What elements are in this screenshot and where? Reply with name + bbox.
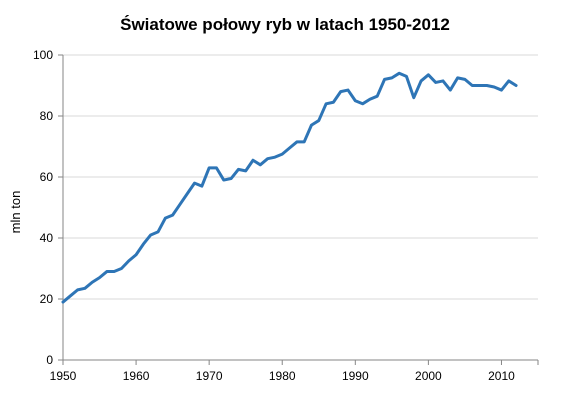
data-point — [485, 84, 488, 87]
data-point — [463, 78, 466, 81]
data-point — [135, 253, 138, 256]
data-point — [83, 287, 86, 290]
data-point — [332, 101, 335, 104]
data-point — [303, 140, 306, 143]
data-point — [193, 182, 196, 185]
x-tick-label: 2000 — [415, 369, 442, 383]
x-tick-label: 1970 — [196, 369, 223, 383]
data-point — [405, 75, 408, 78]
tick-labels: 0 20 40 60 80 100 1950 1960 1970 1980 1990 2000 2010 — [33, 48, 515, 383]
data-point — [339, 90, 342, 93]
data-point — [127, 259, 130, 262]
data-point — [273, 156, 276, 159]
data-point — [105, 270, 108, 273]
data-point — [171, 214, 174, 217]
data-point — [317, 119, 320, 122]
data-point — [500, 89, 503, 92]
data-point — [157, 230, 160, 233]
data-point — [412, 96, 415, 99]
x-tick-label: 2010 — [488, 369, 515, 383]
data-point — [449, 89, 452, 92]
data-point — [91, 281, 94, 284]
y-axis-label: mln ton — [8, 191, 23, 234]
data-point — [252, 159, 255, 162]
data-point — [98, 276, 101, 279]
data-point — [208, 166, 211, 169]
data-point — [427, 73, 430, 76]
axes — [58, 54, 539, 365]
data-point — [478, 84, 481, 87]
data-point — [361, 102, 364, 105]
data-point — [62, 301, 65, 304]
data-point — [281, 153, 284, 156]
data-point — [244, 169, 247, 172]
data-point — [390, 76, 393, 79]
y-tick-label: 40 — [40, 231, 54, 245]
data-point — [142, 243, 145, 246]
data-point — [186, 192, 189, 195]
data-point — [76, 288, 79, 291]
x-tick-label: 1980 — [269, 369, 296, 383]
data-point — [230, 177, 233, 180]
data-point — [120, 267, 123, 270]
series-line — [61, 71, 518, 304]
x-tick-label: 1990 — [342, 369, 369, 383]
data-point — [456, 76, 459, 79]
data-point — [215, 166, 218, 169]
data-point — [178, 203, 181, 206]
data-point — [310, 124, 313, 127]
data-point — [259, 163, 262, 166]
data-point — [471, 84, 474, 87]
y-tick-label: 20 — [40, 292, 54, 306]
data-point — [420, 79, 423, 82]
data-point — [434, 81, 437, 84]
data-point — [347, 89, 350, 92]
y-tick-label: 60 — [40, 170, 54, 184]
data-point — [113, 270, 116, 273]
data-point — [69, 294, 72, 297]
data-point — [398, 72, 401, 75]
data-point — [376, 95, 379, 98]
data-point — [493, 86, 496, 89]
data-point — [266, 157, 269, 160]
x-tick-label: 1950 — [50, 369, 77, 383]
data-point — [368, 98, 371, 101]
data-point — [200, 185, 203, 188]
data-point — [507, 79, 510, 82]
series-layer — [61, 71, 518, 304]
y-tick-label: 100 — [33, 48, 53, 62]
gridlines — [63, 54, 538, 300]
data-point — [515, 84, 518, 87]
data-point — [354, 99, 357, 102]
y-tick-label: 80 — [40, 109, 54, 123]
data-point — [295, 140, 298, 143]
data-point — [237, 168, 240, 171]
data-point — [325, 102, 328, 105]
data-point — [149, 233, 152, 236]
data-point — [164, 217, 167, 220]
data-point — [222, 179, 225, 182]
y-tick-label: 0 — [46, 353, 53, 367]
x-tick-label: 1960 — [123, 369, 150, 383]
chart-title: Światowe połowy ryb w latach 1950-2012 — [120, 15, 450, 34]
data-point — [383, 78, 386, 81]
data-point — [288, 147, 291, 150]
data-point — [442, 79, 445, 82]
